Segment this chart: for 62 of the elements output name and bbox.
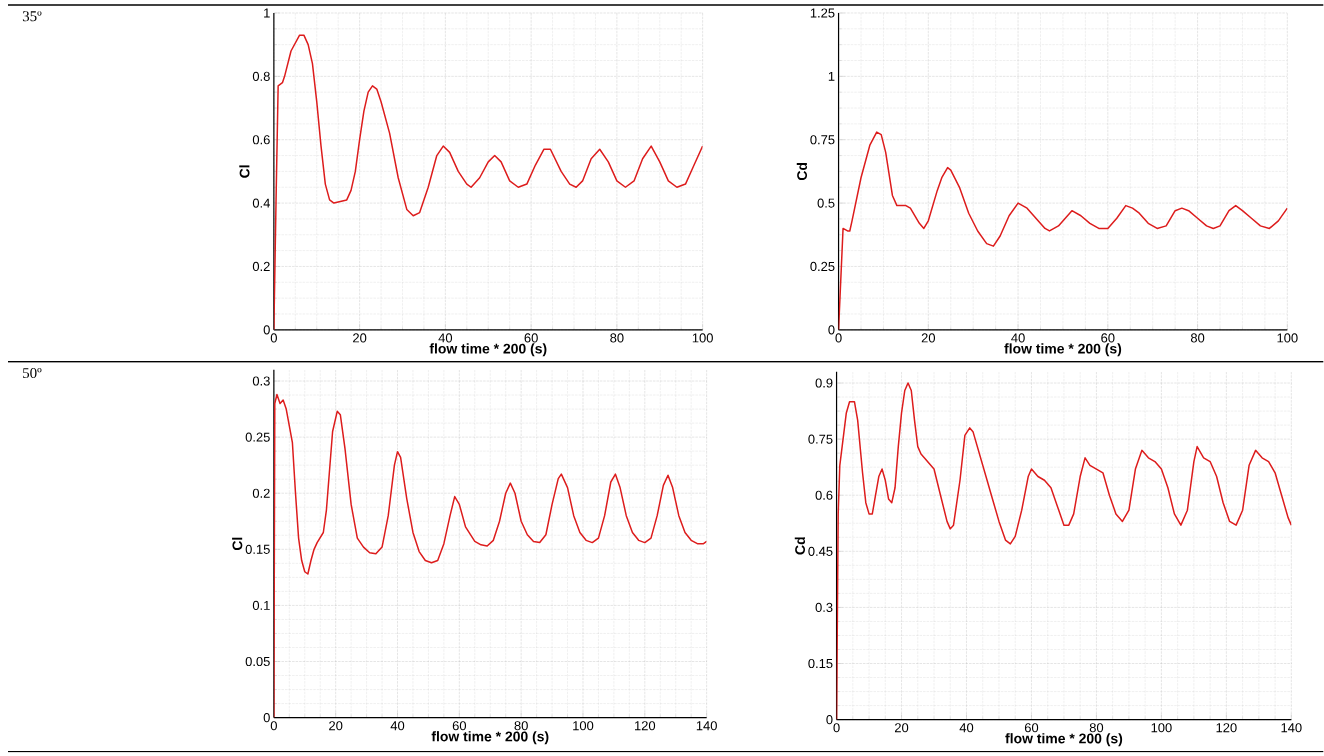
x-tick-label: 0 bbox=[835, 333, 842, 343]
x-tick-label: 40 bbox=[438, 333, 453, 343]
y-axis-title: Cl bbox=[239, 165, 250, 178]
x-tick-label: 20 bbox=[353, 333, 367, 343]
x-tick-label: 120 bbox=[1216, 723, 1237, 733]
y-tick-label: 0.25 bbox=[245, 432, 270, 442]
x-axis-title: flow time * 200 (s) bbox=[431, 731, 549, 745]
y-tick-label: 0.4 bbox=[252, 198, 270, 208]
y-axis-title: Cd bbox=[794, 537, 806, 555]
y-tick-label: 0.9 bbox=[815, 378, 833, 388]
y-tick-label: 0.75 bbox=[810, 135, 835, 145]
y-tick-label: 0.3 bbox=[252, 376, 270, 386]
y-tick-label: 1 bbox=[828, 72, 835, 82]
x-axis-title: flow time * 200 (s) bbox=[1005, 733, 1123, 747]
y-tick-label: 0.45 bbox=[808, 546, 833, 557]
x-tick-label: 80 bbox=[610, 333, 624, 343]
text: 35º bbox=[22, 11, 42, 22]
x-tick-label: 140 bbox=[1281, 723, 1302, 733]
x-tick-label: 60 bbox=[1024, 723, 1039, 733]
x-tick-label: 120 bbox=[634, 721, 656, 731]
y-tick-label: 0.3 bbox=[815, 603, 833, 613]
x-tick-label: 80 bbox=[1089, 723, 1104, 733]
y-tick-label: 0.15 bbox=[808, 659, 833, 669]
y-tick-label: 0.2 bbox=[252, 262, 270, 272]
x-tick-label: 60 bbox=[452, 721, 467, 731]
y-tick-label: 0.6 bbox=[252, 135, 270, 145]
y-tick-label: 0.1 bbox=[252, 601, 270, 611]
y-tick-label: 0 bbox=[263, 325, 270, 335]
x-tick-label: 0 bbox=[270, 721, 277, 731]
y-tick-label: 0.25 bbox=[810, 262, 835, 272]
x-tick-label: 80 bbox=[1190, 333, 1205, 343]
x-tick-label: 100 bbox=[1277, 333, 1298, 343]
x-tick-label: 20 bbox=[329, 721, 343, 731]
x-tick-label: 20 bbox=[894, 723, 909, 733]
x-tick-label: 20 bbox=[921, 333, 936, 343]
x-tick-label: 80 bbox=[514, 721, 528, 731]
text: 50º bbox=[23, 368, 42, 379]
x-tick-label: 60 bbox=[524, 333, 538, 343]
x-axis-title: flow time * 200 (s) bbox=[1004, 343, 1122, 357]
x-tick-label: 0 bbox=[270, 333, 277, 343]
y-tick-label: 0.15 bbox=[245, 544, 270, 555]
y-tick-label: 0.6 bbox=[815, 490, 833, 500]
y-tick-label: 0 bbox=[263, 713, 270, 723]
y-tick-label: 0.8 bbox=[252, 71, 270, 82]
x-tick-label: 40 bbox=[1011, 333, 1025, 343]
x-tick-label: 40 bbox=[959, 723, 974, 733]
y-tick-label: 0.2 bbox=[252, 488, 270, 498]
x-tick-label: 100 bbox=[692, 333, 713, 343]
y-axis-title: Cd bbox=[796, 163, 808, 181]
x-tick-label: 140 bbox=[696, 721, 717, 731]
x-axis-title: flow time * 200 (s) bbox=[429, 343, 547, 357]
x-tick-label: 60 bbox=[1101, 333, 1115, 343]
x-tick-label: 100 bbox=[1151, 723, 1172, 733]
y-axis-title: Cl bbox=[232, 537, 243, 551]
y-tick-label: 0 bbox=[828, 325, 835, 335]
y-tick-label: 0.5 bbox=[817, 198, 835, 208]
y-tick-label: 1 bbox=[264, 8, 270, 18]
x-tick-label: 40 bbox=[390, 721, 405, 731]
y-tick-label: 0.05 bbox=[245, 657, 270, 667]
y-tick-label: 0.75 bbox=[808, 434, 833, 444]
x-tick-label: 100 bbox=[573, 721, 594, 731]
y-tick-label: 1.25 bbox=[810, 8, 835, 18]
